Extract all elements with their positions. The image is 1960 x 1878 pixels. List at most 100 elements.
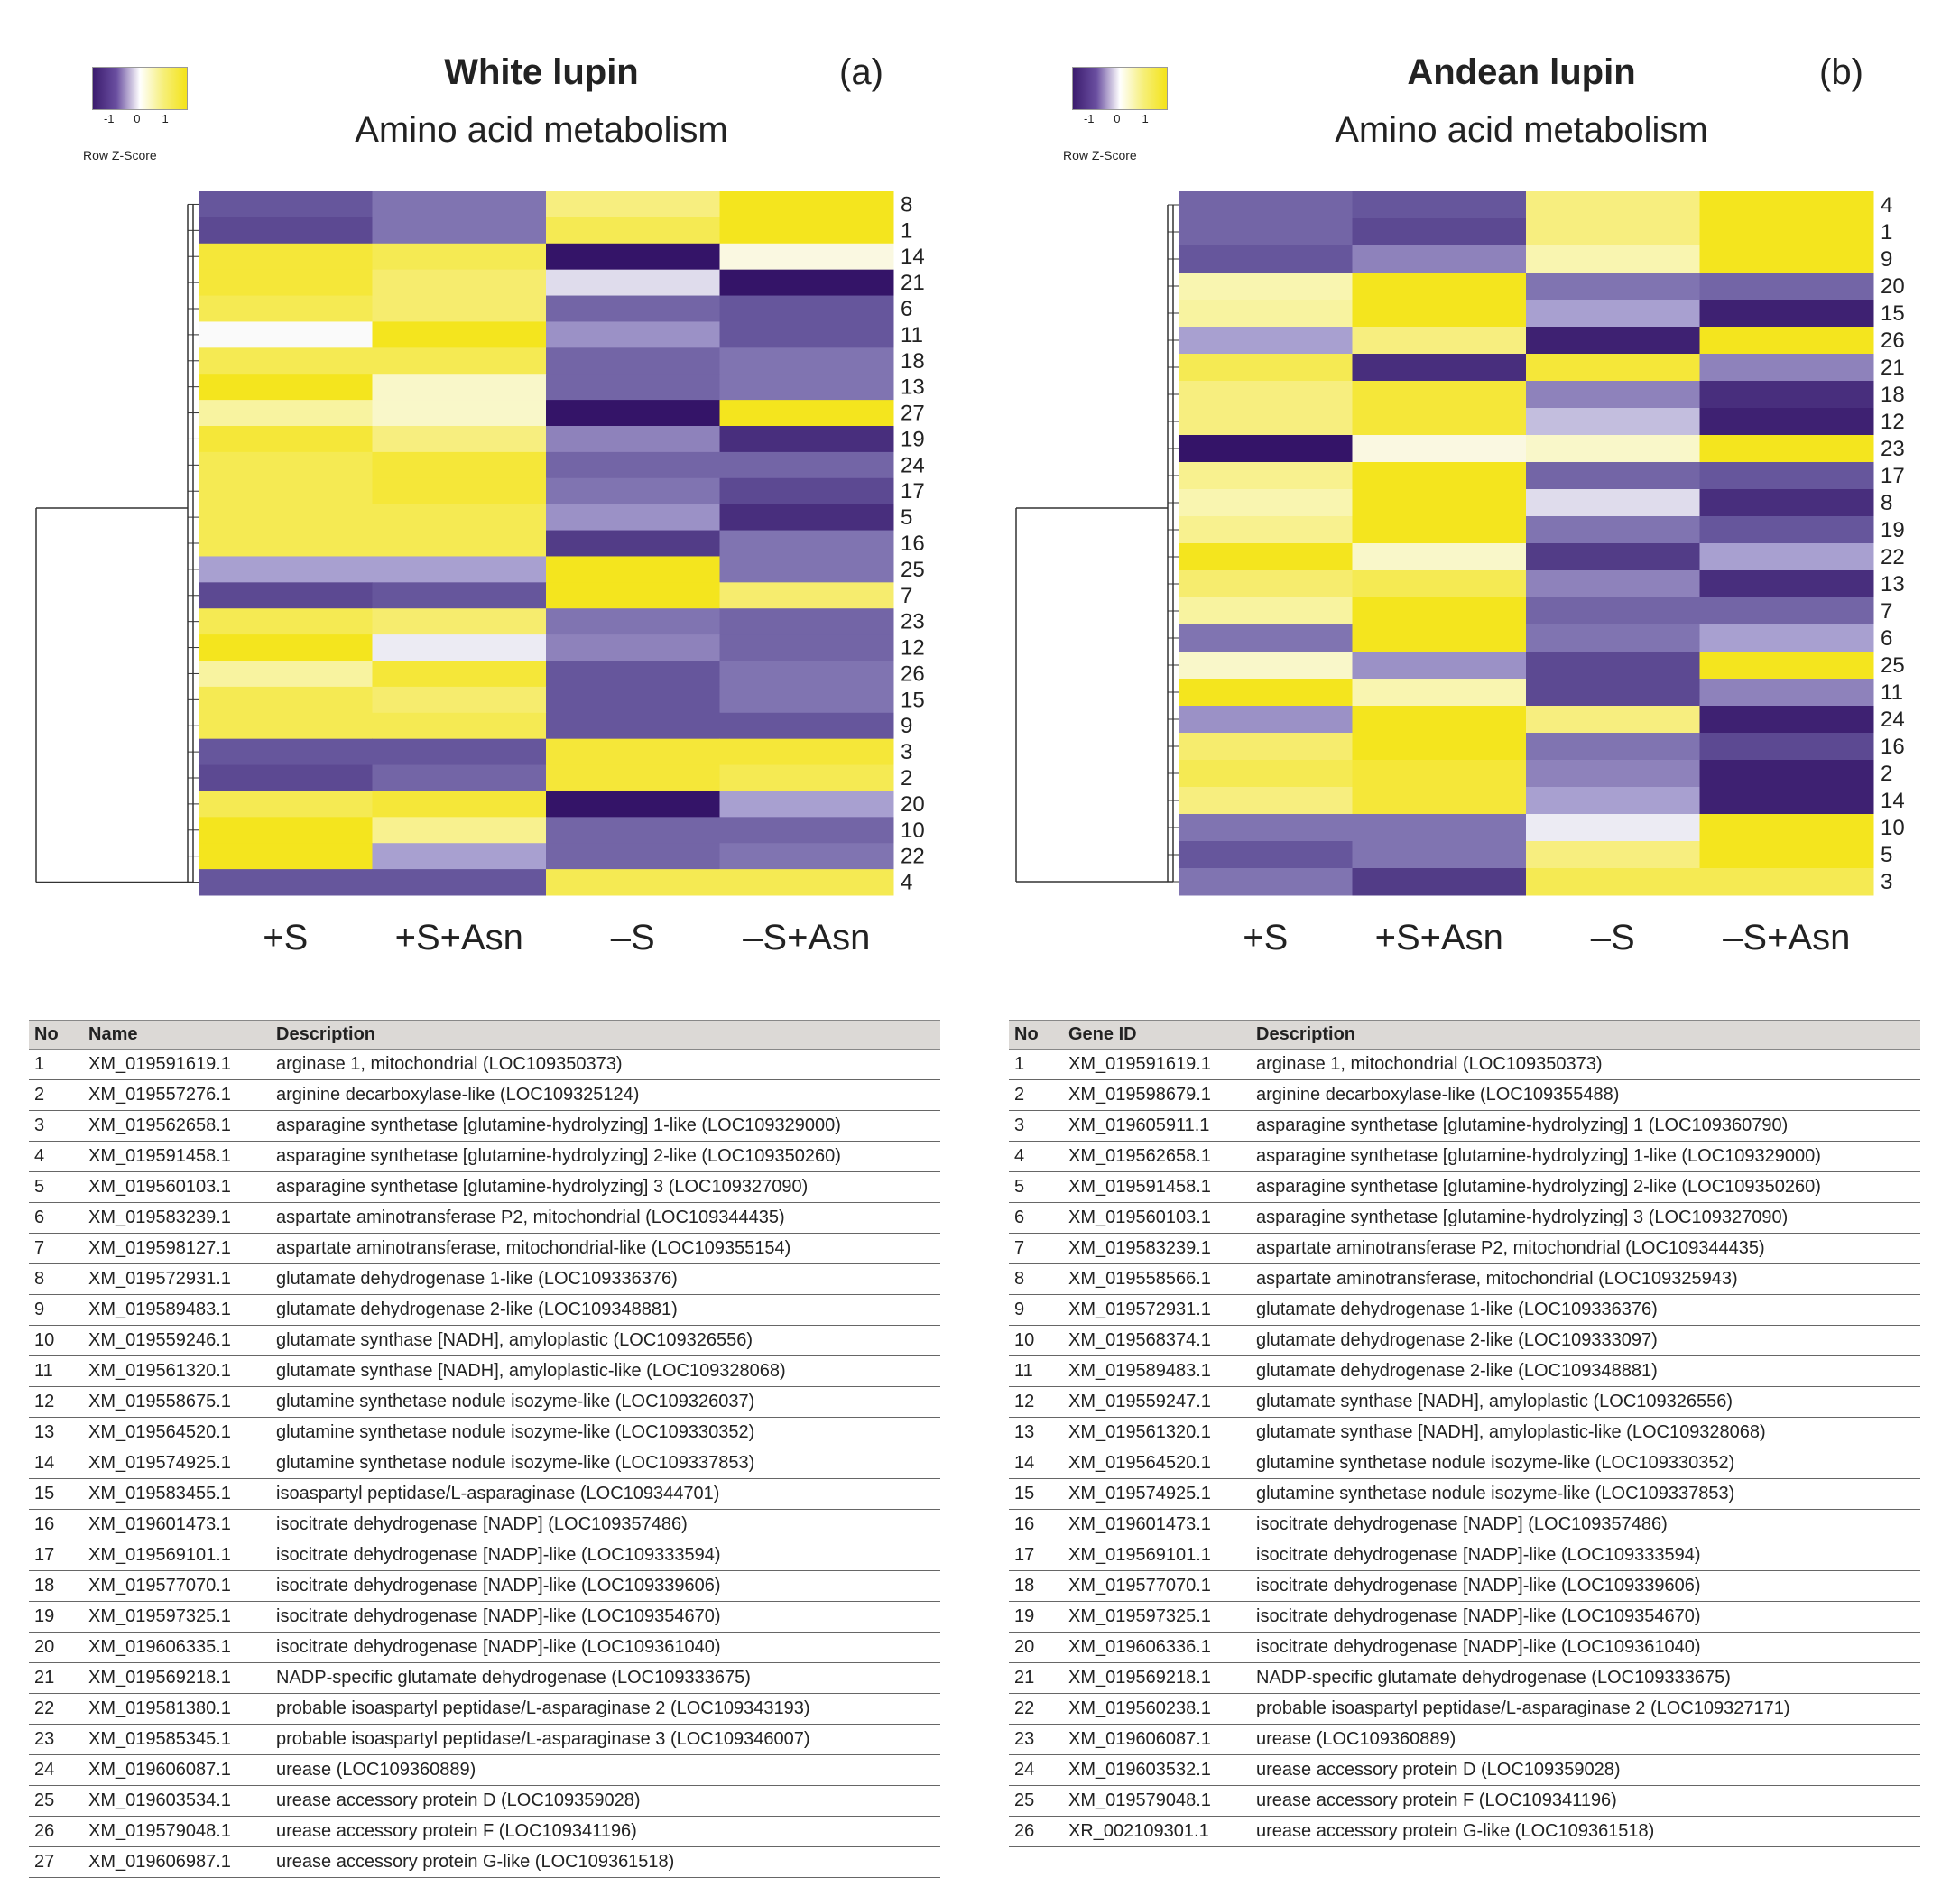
- heatmap-cell: [1352, 354, 1527, 382]
- row-number: 16: [29, 1509, 83, 1540]
- heatmap-cell: [546, 530, 720, 557]
- heatmap-cell: [719, 426, 894, 453]
- heatmap-cell: [199, 347, 373, 375]
- row-number: 4: [1009, 1141, 1063, 1172]
- heatmap-cell: [1526, 760, 1700, 788]
- gene-id: XM_019579048.1: [83, 1816, 271, 1847]
- heatmap-cell: [1179, 543, 1353, 571]
- table-row: 2 XM_019598679.1 arginine decarboxylase-li…: [1009, 1079, 1920, 1111]
- heatmap-cell: [719, 530, 894, 557]
- heatmap-cell: [546, 477, 720, 505]
- heatmap-cell: [1352, 218, 1527, 246]
- table-row: 11 XM_019589483.1 glutamate dehydrogenase …: [1009, 1355, 1920, 1387]
- heatmap-cell: [199, 477, 373, 505]
- heatmap-cell: [1526, 273, 1700, 301]
- row-label: 17: [1881, 464, 1905, 488]
- gene-description: glutamate dehydrogenase 1-like (LOC10933…: [271, 1263, 940, 1295]
- heatmap-cell: [1352, 191, 1527, 219]
- heatmap-cell: [372, 269, 547, 297]
- table-row: 18 XM_019577070.1 isocitrate dehydrogenase…: [1009, 1570, 1920, 1602]
- row-number: 2: [1009, 1079, 1063, 1111]
- row-number: 23: [29, 1724, 83, 1755]
- heatmap-cell: [1179, 408, 1353, 436]
- heatmap-cell: [1699, 381, 1874, 409]
- row-label: 22: [1881, 545, 1905, 569]
- row-number: 6: [1009, 1202, 1063, 1234]
- col-header-no: No: [29, 1020, 83, 1050]
- heatmap-cell: [1352, 814, 1527, 842]
- table-row: 8 XM_019572931.1 glutamate dehydrogenase 1…: [29, 1263, 940, 1295]
- heatmap-cell: [1526, 570, 1700, 598]
- legend-ticks: -1 0 1: [1072, 112, 1166, 126]
- heatmap-cell: [546, 347, 720, 375]
- gene-id: XM_019557276.1: [83, 1079, 271, 1111]
- heatmap-cell: [1526, 733, 1700, 761]
- color-scale-bar: [1072, 67, 1168, 110]
- heatmap-cell: [719, 764, 894, 791]
- table-row: 22 XM_019560238.1 probable isoaspartyl pep…: [1009, 1693, 1920, 1725]
- row-label: 25: [1881, 653, 1905, 678]
- heatmap-cell: [1699, 273, 1874, 301]
- row-label: 14: [901, 245, 925, 269]
- gene-id: XR_002109301.1: [1063, 1816, 1251, 1847]
- heatmap-cell: [1352, 408, 1527, 436]
- heatmap-cell: [372, 426, 547, 453]
- gene-description: glutamate synthase [NADH], amyloplastic-…: [1251, 1417, 1920, 1448]
- heatmap-cell: [1699, 543, 1874, 571]
- row-number: 17: [29, 1540, 83, 1571]
- row-label: 12: [901, 636, 925, 661]
- gene-id: XM_019561320.1: [83, 1355, 271, 1387]
- row-label: 27: [901, 402, 925, 426]
- dendrogram: [35, 203, 199, 883]
- heatmap-cell: [1352, 624, 1527, 652]
- table-row: 13 XM_019561320.1 glutamate synthase [NADH…: [1009, 1417, 1920, 1448]
- heatmap-cell: [1352, 787, 1527, 815]
- heatmap-cell: [1179, 273, 1353, 301]
- row-label: 1: [901, 218, 912, 243]
- table-row: 15 XM_019574925.1 glutamine synthetase nod…: [1009, 1478, 1920, 1510]
- gene-id: XM_019572931.1: [83, 1263, 271, 1295]
- row-label: 26: [1881, 328, 1905, 353]
- table-row: 5 XM_019560103.1 asparagine synthetase [gl…: [29, 1171, 940, 1203]
- table-row: 1 XM_019591619.1 arginase 1, mitochondrial…: [1009, 1049, 1920, 1080]
- row-label: 3: [901, 740, 912, 764]
- gene-id: XM_019597325.1: [83, 1601, 271, 1633]
- row-number: 22: [1009, 1693, 1063, 1725]
- heatmap-cell: [372, 661, 547, 688]
- heatmap-cell: [719, 712, 894, 740]
- legend-tick: 0: [134, 112, 141, 125]
- gene-description: asparagine synthetase [glutamine-hydroly…: [271, 1110, 940, 1142]
- legend-tick: -1: [1083, 112, 1095, 125]
- table-row: 25 XM_019603534.1 urease accessory protein…: [29, 1785, 940, 1817]
- column-label: –S: [1591, 918, 1635, 958]
- heatmap-cell: [719, 243, 894, 271]
- gene-id: XM_019606987.1: [83, 1846, 271, 1878]
- heatmap-cell: [1352, 706, 1527, 734]
- gene-description: glutamine synthetase nodule isozyme-like…: [271, 1417, 940, 1448]
- column-label: +S: [1243, 918, 1288, 958]
- heatmap-cell: [199, 374, 373, 401]
- gene-description: glutamate synthase [NADH], amyloplastic …: [1251, 1386, 1920, 1418]
- table-row: 27 XM_019606987.1 urease accessory protein…: [29, 1846, 940, 1878]
- heatmap-cell: [1526, 543, 1700, 571]
- heatmap-cell: [719, 347, 894, 375]
- table-row: 26 XM_019579048.1 urease accessory protein…: [29, 1816, 940, 1847]
- heatmap-cell: [372, 869, 547, 896]
- color-legend: -1 0 1 Row Z-Score: [1063, 65, 1188, 164]
- row-number: 8: [1009, 1263, 1063, 1295]
- gene-id: XM_019558675.1: [83, 1386, 271, 1418]
- heatmap-cell: [546, 582, 720, 609]
- heatmap-cell: [719, 217, 894, 245]
- heatmap-cell: [1526, 814, 1700, 842]
- row-label: 7: [901, 584, 912, 608]
- legend-tick: 1: [162, 112, 169, 125]
- chart-subtitle: Amino acid metabolism: [1335, 110, 1708, 150]
- gene-description: glutamate dehydrogenase 2-like (LOC10933…: [1251, 1325, 1920, 1356]
- gene-description: urease (LOC109360889): [1251, 1724, 1920, 1755]
- heatmap-cell: [199, 451, 373, 479]
- heatmap-cell: [546, 764, 720, 791]
- row-label: 8: [901, 192, 912, 217]
- heatmap-cell: [1179, 191, 1353, 219]
- row-number: 13: [29, 1417, 83, 1448]
- row-number: 15: [29, 1478, 83, 1510]
